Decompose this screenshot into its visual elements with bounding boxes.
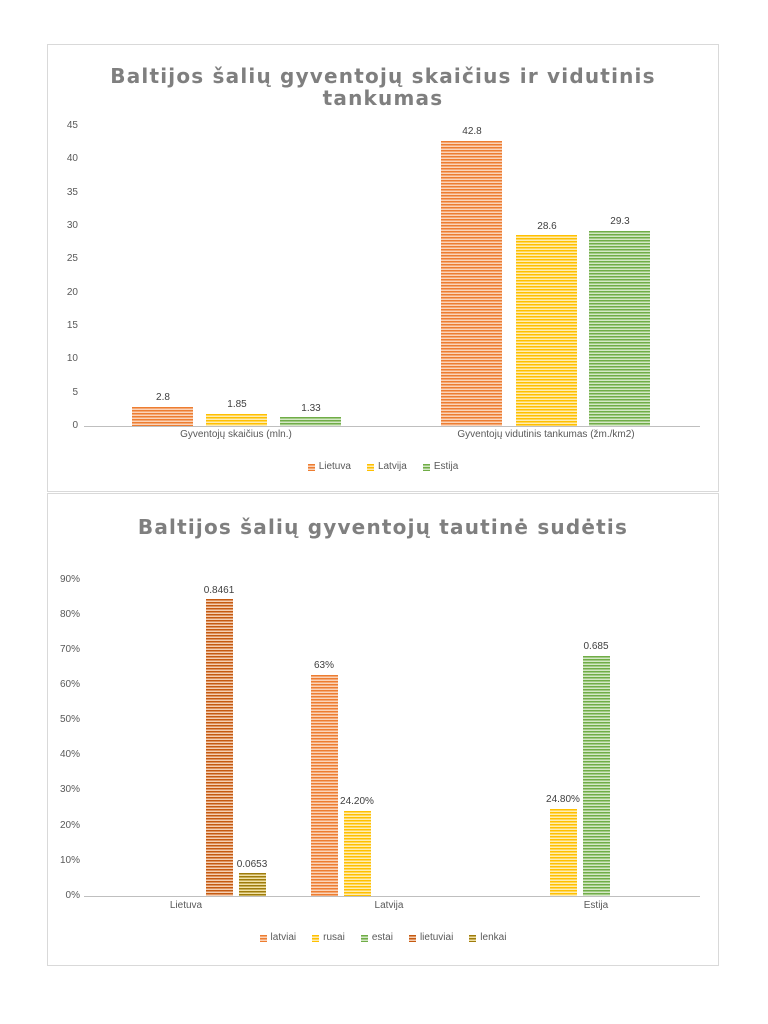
legend-label: estai <box>371 932 393 943</box>
bar-latvija-density[interactable] <box>516 235 577 426</box>
legend-item-estija[interactable]: Estija <box>422 461 459 473</box>
y-tick: 15 <box>66 320 78 331</box>
y-tick: 0 <box>72 420 78 431</box>
y-tick: 5 <box>72 387 78 398</box>
legend-label: Estija <box>433 461 459 472</box>
y-tick: 10% <box>59 855 80 866</box>
y-tick: 20% <box>59 820 80 831</box>
y-tick: 70% <box>59 644 80 655</box>
bar-lietuva-density[interactable] <box>441 141 502 426</box>
legend-label: lietuviai <box>419 932 454 943</box>
bar-lietuva-population[interactable] <box>132 407 193 426</box>
legend-swatch-icon <box>422 463 430 471</box>
legend-item-lietuva[interactable]: Lietuva <box>307 461 351 473</box>
data-label: 63% <box>313 660 334 671</box>
legend-label: Latvija <box>377 461 407 472</box>
x-category-label: Latvija <box>374 900 404 911</box>
data-label: 28.6 <box>537 221 557 232</box>
chart-title: Baltijos šalių gyventojų skaičius ir vid… <box>48 65 718 109</box>
bar-latvija-latviai[interactable] <box>311 675 338 896</box>
data-label: 1.85 <box>227 399 247 410</box>
y-tick: 30% <box>59 784 80 795</box>
bar-estija-rusai[interactable] <box>550 809 577 896</box>
bar-latvija-population[interactable] <box>206 414 267 426</box>
y-tick: 40% <box>59 749 80 760</box>
legend: latviai rusai estai lietuviai lenkai <box>48 932 718 944</box>
data-label: 24.80% <box>546 794 580 805</box>
x-axis-line <box>84 896 700 897</box>
data-label: 0.8461 <box>203 585 235 596</box>
legend-item-lietuviai[interactable]: lietuviai <box>408 932 454 944</box>
legend-item-latviai[interactable]: latviai <box>259 932 297 944</box>
data-label: 29.3 <box>610 216 630 227</box>
legend-label: Lietuva <box>318 461 351 472</box>
legend-label: latviai <box>270 932 297 943</box>
y-tick: 30 <box>66 220 78 231</box>
data-label: 24.20% <box>340 796 374 807</box>
chart-title-line-1: Baltijos šalių gyventojų skaičius ir vid… <box>110 64 656 88</box>
legend-label: lenkai <box>480 932 507 943</box>
legend-swatch-icon <box>259 934 267 942</box>
x-category-label: Gyventojų vidutinis tankumas (žm./km2) <box>457 429 635 440</box>
chart-title: Baltijos šalių gyventojų tautinė sudėtis <box>137 515 629 539</box>
legend-swatch-icon <box>408 934 416 942</box>
y-tick: 90% <box>59 574 80 585</box>
y-tick: 80% <box>59 609 80 620</box>
x-category-label: Estija <box>583 900 609 911</box>
data-label: 2.8 <box>156 392 170 403</box>
x-category-label: Gyventojų skaičius (mln.) <box>180 429 292 440</box>
data-label: 0.685 <box>583 641 609 652</box>
chart-title-line-2: tankumas <box>322 86 444 110</box>
legend-item-latvija[interactable]: Latvija <box>366 461 407 473</box>
bar-estija-density[interactable] <box>589 231 650 426</box>
legend-swatch-icon <box>312 934 320 942</box>
y-tick: 50% <box>59 714 80 725</box>
legend-item-estai[interactable]: estai <box>360 932 393 944</box>
data-label: 42.8 <box>462 126 482 137</box>
y-tick: 0% <box>65 890 80 901</box>
data-label: 0.0653 <box>236 859 268 870</box>
legend-swatch-icon <box>469 934 477 942</box>
bar-lietuva-lietuviai[interactable] <box>206 599 233 896</box>
bar-estija-population[interactable] <box>280 417 341 426</box>
legend: Lietuva Latvija Estija <box>48 461 718 473</box>
legend-swatch-icon <box>307 463 315 471</box>
legend-label: rusai <box>323 932 345 943</box>
y-tick: 60% <box>59 679 80 690</box>
y-tick: 40 <box>66 153 78 164</box>
y-tick: 35 <box>66 187 78 198</box>
x-category-label: Lietuva <box>169 900 203 911</box>
x-axis-line <box>84 426 700 427</box>
bar-lietuva-lenkai[interactable] <box>239 873 266 896</box>
y-tick: 45 <box>66 120 78 131</box>
y-tick: 20 <box>66 287 78 298</box>
population-density-chart[interactable]: Baltijos šalių gyventojų skaičius ir vid… <box>47 44 719 492</box>
data-label: 1.33 <box>301 403 321 414</box>
bar-latvija-rusai[interactable] <box>344 811 371 896</box>
y-tick: 25 <box>66 253 78 264</box>
legend-swatch-icon <box>366 463 374 471</box>
ethnic-composition-chart[interactable]: Baltijos šalių gyventojų tautinė sudėtis… <box>47 493 719 966</box>
y-tick: 10 <box>66 353 78 364</box>
legend-item-lenkai[interactable]: lenkai <box>469 932 506 944</box>
legend-item-rusai[interactable]: rusai <box>312 932 345 944</box>
bar-estija-estai[interactable] <box>583 656 610 896</box>
legend-swatch-icon <box>360 934 368 942</box>
